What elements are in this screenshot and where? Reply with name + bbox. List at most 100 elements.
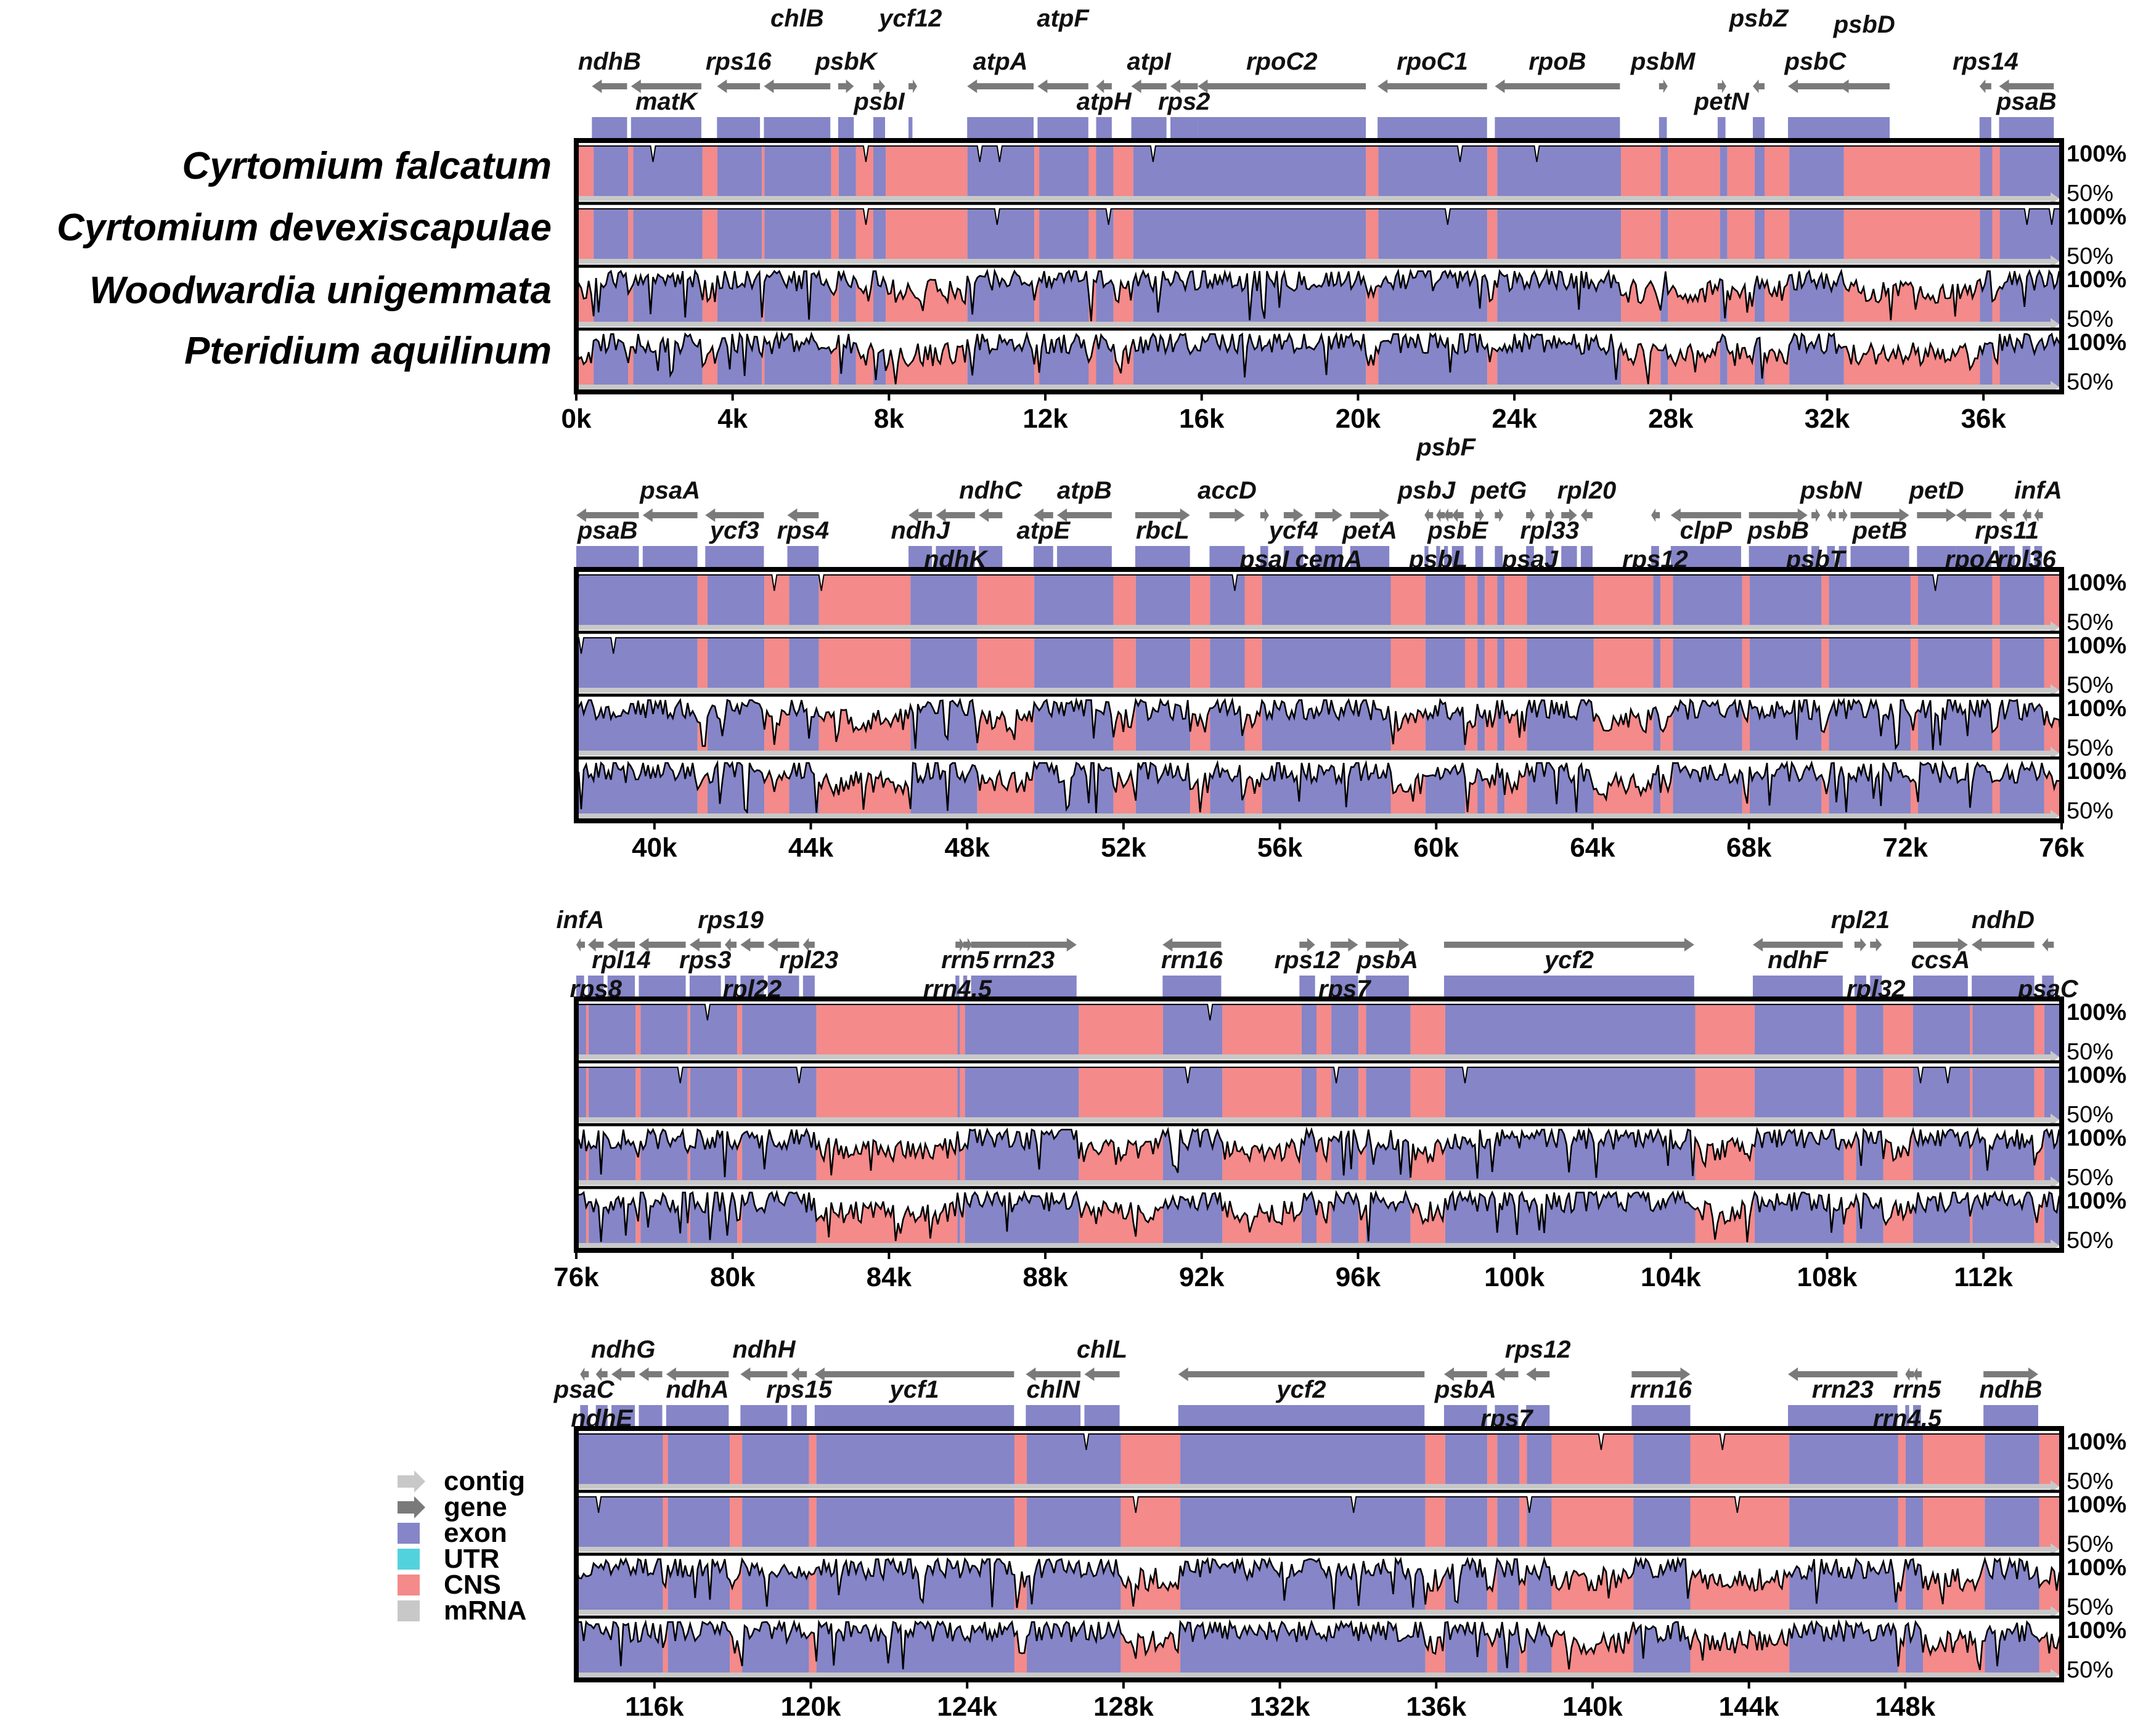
exon-area: [2044, 1004, 2062, 1057]
exon-area: [1980, 208, 1993, 261]
gene-arrow: [1131, 79, 1167, 93]
gene-arrow: [1811, 508, 1821, 522]
exon-area: [1034, 574, 1114, 627]
exon-area: [594, 208, 629, 261]
exon-area: [965, 1004, 1079, 1057]
exon-area: [838, 208, 856, 261]
tick-label: 52k: [1101, 833, 1146, 863]
contig-bar: [579, 813, 2052, 818]
cns-area: [1358, 1067, 1366, 1120]
gene-arrow: [1670, 508, 1741, 522]
gene-arrow: [1839, 79, 1890, 93]
gene-arrow: [1526, 1367, 1550, 1381]
exon-area: [1972, 1004, 2035, 1057]
gene-arrow: [607, 938, 635, 952]
gene-label: petD: [1909, 477, 1964, 504]
gene-label: ndhD: [1972, 907, 2035, 934]
gene-arrow: [595, 1367, 608, 1381]
cns-area: [1765, 208, 1790, 261]
exon-area: [1980, 271, 1993, 324]
exon-block: [791, 1405, 807, 1428]
exon-block: [1198, 117, 1366, 141]
tick-label: 36k: [1961, 404, 2006, 434]
exon-block: [1026, 1405, 1081, 1428]
exon-block: [1999, 546, 2015, 569]
pct-100-label: 100%: [2067, 633, 2126, 659]
exon-block: [1870, 976, 1882, 999]
exon-area: [1497, 700, 1505, 753]
cns-area: [1464, 704, 1478, 753]
cns-area: [886, 339, 968, 387]
gene-arrow: [791, 1367, 807, 1381]
contig-arrow: [2051, 684, 2059, 696]
exon-block: [971, 976, 1077, 999]
exon-area: [957, 1067, 960, 1120]
gene-label: rrn23: [993, 947, 1055, 974]
exon-block: [955, 976, 960, 999]
exon-area: [633, 208, 703, 261]
cns-area: [628, 284, 634, 324]
cns-area: [1464, 769, 1478, 816]
cns-area: [1425, 1622, 1445, 1675]
cns-area: [2044, 637, 2062, 690]
exon-block: [967, 117, 1034, 141]
exon-area: [1445, 1622, 1488, 1675]
gene-label: ndhG: [591, 1336, 655, 1363]
tick-label: 80k: [710, 1262, 756, 1292]
exon-area: [1527, 700, 1594, 753]
exon-block: [611, 1405, 635, 1428]
exon-area: [1905, 1622, 1924, 1675]
gene-label: psbZ: [1729, 5, 1789, 32]
gene-arrow: [1999, 79, 2054, 93]
cns-area: [855, 208, 873, 261]
tick-label: 12k: [1022, 404, 1068, 434]
cns-area: [1970, 1004, 1973, 1057]
cns-area: [1519, 1496, 1527, 1549]
cns-area: [1487, 1496, 1498, 1549]
cns-area: [764, 771, 790, 816]
gene-arrow: [740, 1367, 788, 1381]
gene-label: rrn5: [941, 947, 990, 974]
identity-line: [576, 1433, 2062, 1450]
tick-label: 76k: [2039, 833, 2084, 863]
gene-label: rrn23: [1812, 1376, 1874, 1403]
exon-block: [1495, 1405, 1519, 1428]
cns-area: [1923, 1496, 1985, 1549]
exon-area: [1366, 1067, 1411, 1120]
tick-label: 124k: [937, 1692, 997, 1722]
exon-area: [1905, 1433, 1924, 1486]
exon-block: [1905, 1405, 1909, 1428]
cns-area: [730, 1496, 743, 1549]
pct-50-label: 50%: [2067, 735, 2113, 761]
cns-area: [831, 145, 839, 198]
gene-label: petB: [1852, 517, 1908, 544]
exon-block: [1283, 546, 1304, 569]
cns-area: [816, 1067, 958, 1120]
pct-100-label: 100%: [2067, 1618, 2126, 1644]
exon-area: [1754, 1004, 1844, 1057]
exon-block: [787, 546, 819, 569]
identity-line: [576, 1189, 2063, 1242]
gene-label: psbN: [1800, 477, 1863, 504]
contig-bar: [579, 259, 2052, 264]
exon-area: [873, 271, 886, 324]
cns-area: [1690, 1628, 1790, 1675]
tick-label: 100k: [1484, 1262, 1545, 1292]
exon-area: [1133, 145, 1366, 198]
contig-arrow: [2051, 1051, 2059, 1063]
exon-area: [1754, 1130, 1844, 1183]
gene-label: psbB: [1747, 517, 1809, 544]
gene-arrow: [1495, 1367, 1519, 1381]
gene-arrow: [838, 79, 854, 93]
exon-area: [1162, 1004, 1223, 1057]
exon-block: [1839, 546, 1847, 569]
cns-area: [586, 1004, 589, 1057]
cns-area: [1910, 637, 1919, 690]
exon-area: [690, 1192, 738, 1245]
exon-area: [1660, 345, 1668, 387]
exon-block: [1717, 117, 1726, 141]
cns-area: [697, 773, 708, 816]
gene-arrow: [725, 938, 737, 952]
cns-area: [2034, 1004, 2044, 1057]
exon-area: [1039, 334, 1089, 387]
